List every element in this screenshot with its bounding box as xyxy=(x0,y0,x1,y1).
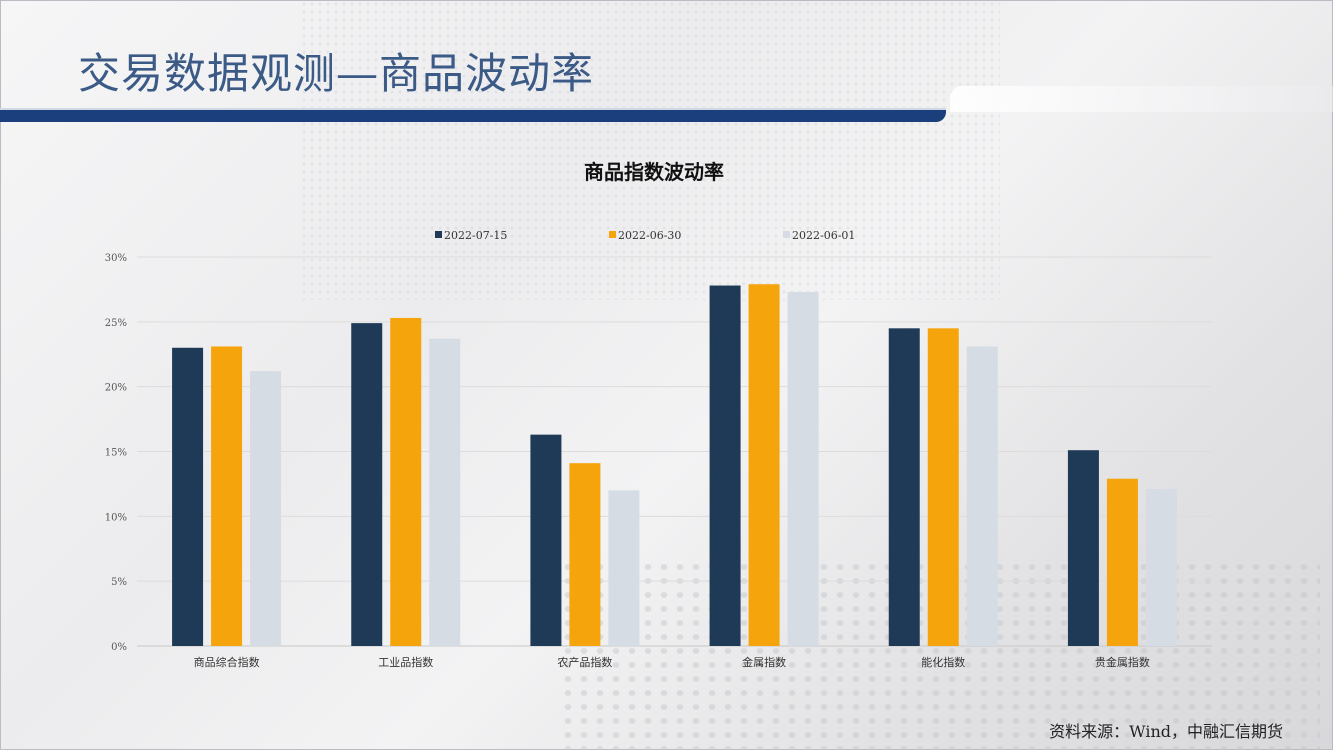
bar xyxy=(390,317,422,646)
y-tick-label: 5% xyxy=(111,577,127,588)
bar xyxy=(888,328,920,646)
bar xyxy=(1106,478,1138,646)
x-tick-label: 工业品指数 xyxy=(378,655,433,669)
bar xyxy=(250,371,282,646)
bar xyxy=(211,346,243,646)
world-map-decoration xyxy=(300,0,1000,300)
bar xyxy=(530,434,562,646)
legend-swatch xyxy=(783,231,790,238)
y-tick-label: 25% xyxy=(105,318,127,329)
x-tick-label: 能化指数 xyxy=(921,655,965,669)
y-tick-label: 10% xyxy=(105,512,127,523)
bar xyxy=(787,292,819,646)
y-tick-label: 30% xyxy=(105,253,127,264)
title-underline-bar xyxy=(0,110,946,122)
legend-swatch xyxy=(609,231,616,238)
legend-label: 2022-06-01 xyxy=(792,229,855,242)
x-tick-label: 农产品指数 xyxy=(557,655,612,669)
bar xyxy=(351,323,383,646)
bar xyxy=(1145,489,1177,646)
y-tick-label: 20% xyxy=(105,383,127,394)
title-underline-highlight xyxy=(0,108,946,110)
bar xyxy=(748,284,780,646)
bar xyxy=(927,328,959,646)
bar xyxy=(1067,450,1099,646)
legend: 2022-07-15 2022-06-30 2022-06-01 xyxy=(435,229,855,242)
grid-layer xyxy=(137,256,1212,647)
bar xyxy=(966,346,998,646)
bar xyxy=(429,338,461,646)
bar xyxy=(172,347,204,646)
legend-label: 2022-07-15 xyxy=(444,229,507,242)
slide-title: 交易数据观测—商品波动率 xyxy=(78,49,595,98)
bar xyxy=(709,285,741,646)
legend-swatch xyxy=(435,231,442,238)
y-tick-label: 15% xyxy=(105,448,127,459)
header-decoration xyxy=(950,86,1333,112)
data-source-note: 资料来源：Wind，中融汇信期货 xyxy=(1049,722,1283,741)
x-tick-label: 金属指数 xyxy=(742,655,786,669)
bar xyxy=(608,490,640,646)
axis-labels-layer: 0% 5% 10% 15% 20% 25% 30% 商品综合指数 工业品指数 农产品指数 金属指数 能… xyxy=(105,253,1150,669)
bars-layer xyxy=(172,284,1177,646)
bar xyxy=(569,463,601,646)
x-tick-label: 商品综合指数 xyxy=(194,655,260,669)
x-tick-label: 贵金属指数 xyxy=(1095,655,1150,669)
legend-label: 2022-06-30 xyxy=(618,229,681,242)
chart-title: 商品指数波动率 xyxy=(584,160,724,184)
y-tick-label: 0% xyxy=(111,642,127,653)
